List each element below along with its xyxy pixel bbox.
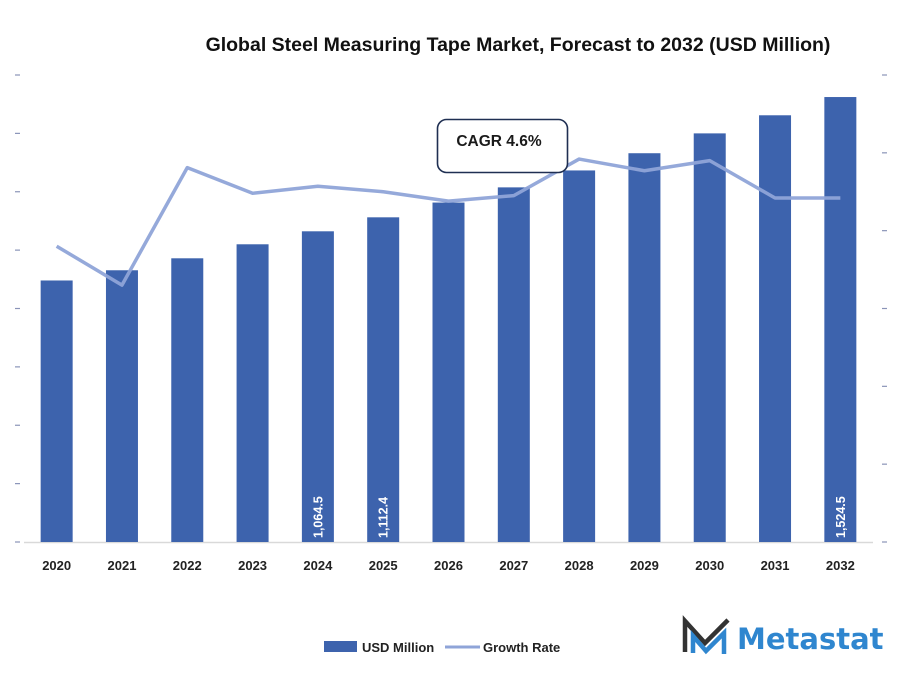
x-tick-labels: 2020 2021 2022 2023 2024 2025 2026 2027 2028 2029… — [42, 558, 855, 573]
metastat-m-logo-icon — [682, 615, 730, 655]
metastat-logo: Metastat — [682, 615, 884, 656]
bar-2025 — [367, 217, 400, 543]
bar-2020 — [40, 280, 73, 542]
bar-2023 — [236, 244, 269, 542]
data-label-2024: 1,064.5 — [311, 496, 325, 538]
chart-title: Global Steel Measuring Tape Market, Fore… — [206, 34, 831, 56]
x-tick-label-2031: 2031 — [761, 558, 790, 573]
x-tick-label-2025: 2025 — [369, 558, 398, 573]
bar-2026 — [432, 202, 465, 542]
legend: USD Million Growth Rate — [324, 640, 560, 655]
x-tick-label-2029: 2029 — [630, 558, 659, 573]
data-label-2032: 1,524.5 — [834, 496, 848, 538]
x-tick-label-2021: 2021 — [108, 558, 137, 573]
left-axis — [15, 74, 20, 543]
x-tick-label-2028: 2028 — [565, 558, 594, 573]
cagr-callout: CAGR 4.6% — [436, 118, 569, 174]
legend-label-usd-million: USD Million — [362, 640, 434, 655]
bar-2024 — [301, 231, 334, 542]
x-tick-label-2022: 2022 — [173, 558, 202, 573]
bar-2027 — [497, 187, 530, 542]
logo-text: Metastat — [737, 622, 884, 656]
growth-line-series — [55, 157, 841, 287]
x-tick-label-2030: 2030 — [695, 558, 724, 573]
legend-swatch-usd-million — [324, 641, 357, 652]
bar-2021 — [105, 270, 138, 542]
x-tick-label-2027: 2027 — [499, 558, 528, 573]
bar-2030 — [693, 133, 726, 542]
cagr-label: CAGR 4.6% — [456, 133, 541, 150]
x-tick-label-2023: 2023 — [238, 558, 267, 573]
right-axis — [882, 74, 887, 543]
data-labels: 1,064.5 1,112.4 1,524.5 — [311, 496, 847, 538]
x-tick-label-2032: 2032 — [826, 558, 855, 573]
x-tick-label-2026: 2026 — [434, 558, 463, 573]
x-tick-label-2024: 2024 — [303, 558, 333, 573]
legend-label-growth-rate: Growth Rate — [483, 640, 560, 655]
bar-2032 — [824, 97, 857, 542]
bar-2022 — [171, 258, 204, 542]
bar-series — [40, 97, 857, 543]
data-label-2025: 1,112.4 — [377, 497, 391, 538]
x-tick-label-2020: 2020 — [42, 558, 71, 573]
cagr-box — [436, 118, 569, 174]
bar-2031 — [759, 115, 792, 542]
bar-2028 — [563, 170, 596, 543]
bar-2029 — [628, 153, 661, 542]
